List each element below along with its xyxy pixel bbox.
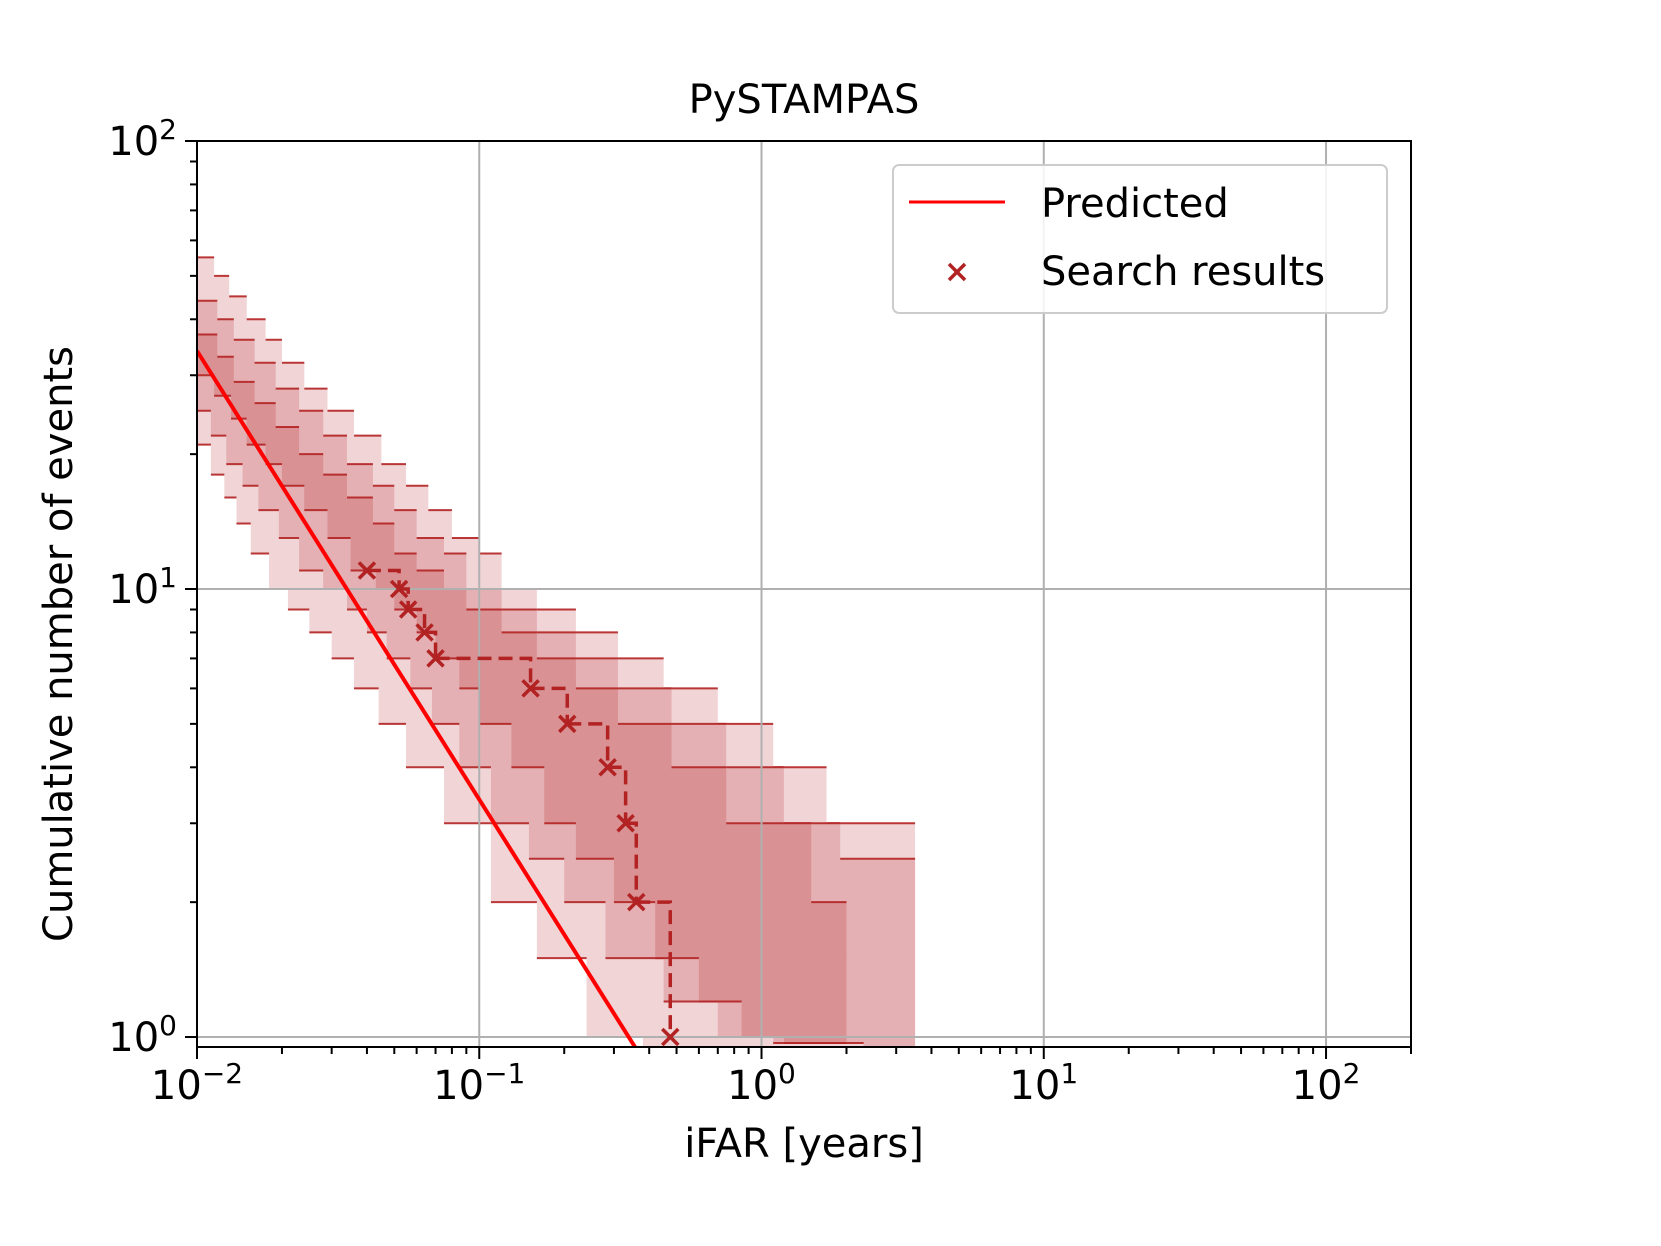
x-axis-label: iFAR [years] (684, 1121, 924, 1167)
x-tick-label: 100 (727, 1057, 796, 1109)
search-result-marker (627, 892, 646, 912)
y-axis-ticks: 100 101 102 (108, 113, 197, 1061)
predicted-line (197, 349, 638, 1047)
legend-x-marker (947, 262, 967, 282)
x-tick-label: 10−2 (151, 1057, 243, 1109)
legend-box (892, 164, 1388, 314)
confidence-bands (197, 256, 916, 1047)
confidence-band-inner (197, 334, 847, 1047)
legend: Predicted Search results (892, 164, 1388, 314)
x-tick-label: 10−1 (433, 1057, 525, 1109)
chart-title: PySTAMPAS (689, 77, 920, 123)
search-result-marker (415, 623, 434, 642)
search-result-marker (616, 814, 635, 833)
y-axis-label: Cumulative number of events (36, 346, 82, 942)
search-result-marker (521, 679, 540, 698)
legend-label-predicted: Predicted (1041, 181, 1229, 227)
search-result-marker (389, 579, 409, 599)
search-result-marker (398, 600, 418, 619)
search-result-marker (598, 758, 617, 777)
confidence-band-edge-middle (197, 299, 916, 1044)
y-tick-label: 102 (108, 113, 177, 165)
search-result-marker (426, 649, 445, 668)
data-series (197, 349, 680, 1047)
x-axis-ticks: 10−2 10−1 100 101 102 (151, 1047, 1412, 1109)
search-result-marker (558, 714, 577, 734)
search-result-marker (357, 561, 377, 580)
confidence-band-edge-outer (197, 256, 916, 1047)
legend-search-results-marker (947, 262, 967, 282)
search-result-marker (661, 1027, 680, 1047)
x-tick-label: 101 (1009, 1057, 1078, 1109)
plot-frame (196, 140, 1412, 1048)
x-tick-label: 102 (1292, 1057, 1361, 1109)
y-tick-label: 100 (108, 1009, 177, 1061)
search-results-step-line (366, 568, 673, 1038)
y-tick-label: 101 (108, 561, 177, 613)
legend-label-search-results: Search results (1041, 249, 1325, 295)
